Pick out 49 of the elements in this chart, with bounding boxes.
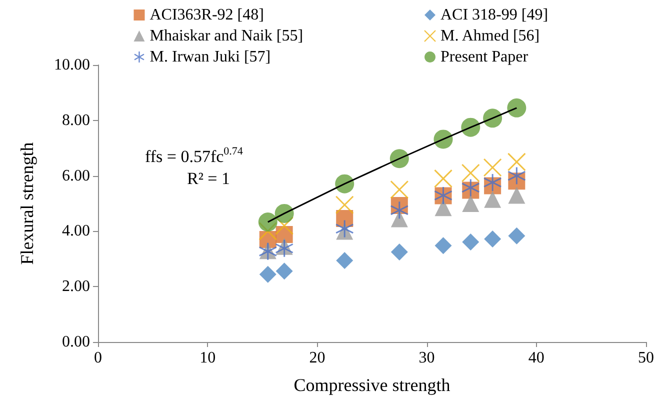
point [508, 186, 526, 204]
x-tick-label: 30 [418, 350, 435, 366]
point [483, 158, 502, 177]
x-tick-label: 50 [638, 350, 654, 366]
legend-label: ACI363R-92 [48] [150, 6, 264, 24]
legend-label: Present Paper [440, 48, 529, 66]
point [462, 234, 480, 251]
legend-label: ACI 318-99 [49] [440, 6, 548, 24]
point [483, 173, 502, 192]
point [390, 149, 409, 168]
x-tick-label: 20 [309, 350, 326, 366]
point [390, 180, 409, 199]
legend-label: M. Ahmed [56] [440, 28, 540, 44]
point [390, 243, 408, 260]
legend-label: M. Irwan Juki [57] [150, 48, 271, 66]
y-tick-label: 8.00 [62, 112, 90, 129]
point [507, 152, 526, 172]
y-tick-label: 2.00 [62, 278, 90, 296]
point [461, 164, 480, 182]
point [258, 212, 278, 232]
point [461, 178, 480, 197]
y-tick-label: 6.00 [62, 167, 90, 184]
point [484, 190, 502, 208]
point [508, 227, 526, 244]
point [336, 252, 354, 270]
x-tick-label: 0 [94, 350, 102, 366]
x-axis-title: Compressive strength [294, 375, 450, 395]
point [259, 266, 276, 283]
point [484, 230, 502, 248]
point [335, 196, 354, 214]
point [335, 219, 354, 238]
y-tick-label: 10.00 [54, 56, 90, 74]
y-axis-title: Flexural strength [17, 142, 37, 265]
point [275, 216, 294, 235]
point [462, 195, 480, 212]
y-tick-label: 4.00 [62, 222, 90, 240]
x-tick-label: 40 [528, 350, 544, 366]
legend-label: Mhaiskar and Naik [55] [150, 28, 304, 44]
point [434, 237, 452, 254]
x-tick-label: 10 [200, 350, 216, 366]
point [434, 199, 452, 216]
point [276, 262, 293, 280]
y-tick-label: 0.00 [62, 334, 90, 350]
point [434, 169, 452, 188]
point [390, 200, 409, 220]
annotation: R² = 1 [187, 169, 230, 188]
point [507, 166, 526, 186]
point [275, 239, 294, 258]
point [507, 98, 526, 118]
